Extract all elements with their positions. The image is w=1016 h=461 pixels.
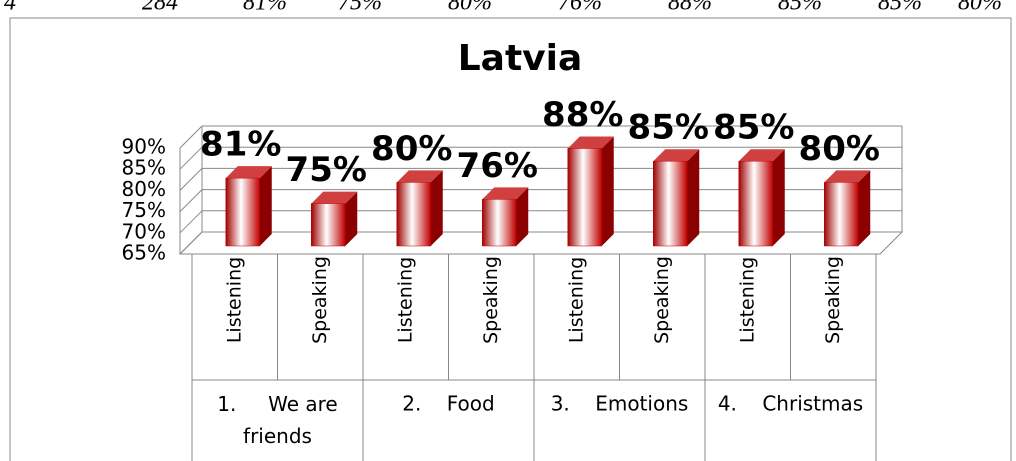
bar-side bbox=[687, 149, 700, 246]
bar-top bbox=[653, 149, 700, 162]
x-tick-label: Speaking bbox=[822, 256, 844, 344]
bar bbox=[482, 199, 517, 247]
group-label: 3. Emotions bbox=[551, 392, 689, 416]
header-cell: 85% bbox=[778, 0, 822, 16]
header-cell: 80% bbox=[448, 0, 492, 16]
bar-side bbox=[858, 170, 871, 246]
bar-side bbox=[345, 191, 358, 246]
y-tick-label: 90% bbox=[122, 135, 166, 159]
bar-top bbox=[482, 187, 529, 200]
x-tick-label: Speaking bbox=[651, 256, 673, 344]
group-label: 1. We are friends bbox=[217, 392, 337, 448]
side-grid-line bbox=[179, 189, 203, 212]
x-tick-label: Listening bbox=[394, 257, 416, 343]
group-label: 4. Christmas bbox=[718, 392, 863, 416]
header-cell: 85% bbox=[878, 0, 922, 16]
data-label: 88% bbox=[542, 95, 623, 135]
side-grid-line bbox=[179, 210, 203, 234]
chart-title: Latvia bbox=[458, 38, 583, 79]
x-tick-label: Listening bbox=[565, 257, 587, 343]
y-tick-label: 70% bbox=[122, 219, 166, 243]
header-cell: 75% bbox=[338, 0, 382, 16]
bar-side bbox=[259, 166, 272, 246]
header-cell: 284 bbox=[142, 0, 178, 16]
bar-side bbox=[772, 149, 785, 246]
x-tick-label: Listening bbox=[736, 257, 758, 343]
side-grid-line bbox=[179, 168, 203, 191]
bar-side bbox=[430, 170, 443, 246]
data-label: 81% bbox=[200, 125, 281, 165]
data-label: 85% bbox=[628, 108, 709, 148]
bar-top bbox=[738, 149, 785, 162]
bar-top bbox=[567, 136, 614, 149]
y-tick-label: 65% bbox=[122, 241, 166, 265]
bar-top bbox=[396, 170, 443, 183]
bar-top bbox=[311, 191, 358, 204]
y-tick-label: 85% bbox=[122, 156, 166, 180]
bar-side bbox=[601, 136, 614, 246]
bar bbox=[824, 182, 859, 247]
bar bbox=[738, 160, 773, 247]
header-cell: 80% bbox=[958, 0, 1002, 16]
data-label: 75% bbox=[286, 150, 367, 190]
x-tick-label: Speaking bbox=[309, 256, 331, 344]
y-tick-label: 80% bbox=[122, 177, 166, 201]
bar bbox=[225, 177, 260, 247]
side-grid-line bbox=[179, 146, 203, 170]
bar bbox=[311, 203, 346, 247]
data-label: 85% bbox=[713, 108, 794, 148]
y-tick-label: 75% bbox=[122, 198, 166, 222]
header-cell: 76% bbox=[558, 0, 602, 16]
x-tick-label: Speaking bbox=[480, 256, 502, 344]
header-cell: 4 bbox=[4, 0, 16, 16]
x-tick-label: Listening bbox=[223, 257, 245, 343]
data-label: 80% bbox=[371, 129, 452, 169]
bar-top bbox=[225, 166, 272, 179]
bar bbox=[396, 182, 431, 247]
bar-top bbox=[824, 170, 871, 183]
side-grid-line bbox=[179, 125, 203, 149]
bar bbox=[567, 148, 602, 247]
bar-side bbox=[516, 187, 529, 246]
header-cell: 81% bbox=[243, 0, 287, 16]
data-label: 80% bbox=[799, 129, 880, 169]
bar bbox=[653, 160, 688, 247]
header-cell: 88% bbox=[668, 0, 712, 16]
group-label: 2. Food bbox=[402, 392, 494, 416]
data-label: 76% bbox=[457, 146, 538, 186]
side-grid-line bbox=[179, 231, 203, 255]
